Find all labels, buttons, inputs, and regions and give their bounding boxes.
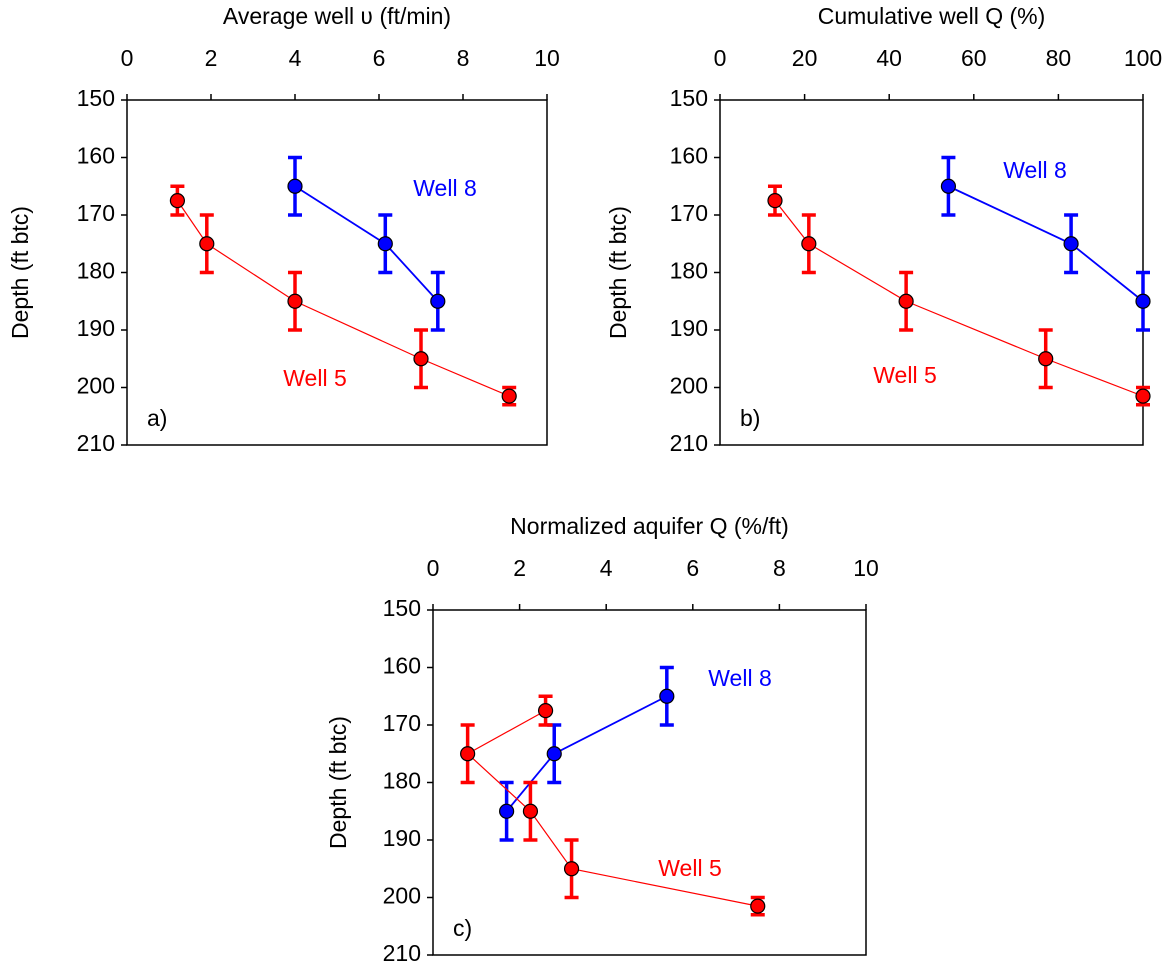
x-tick-label: 6: [373, 45, 386, 71]
data-point: [750, 898, 766, 914]
x-axis-title: Average well ʋ (ft/min): [223, 3, 451, 29]
data-point: [563, 861, 580, 877]
x-tick-label: 10: [853, 555, 879, 581]
data-point: [460, 746, 476, 762]
y-tick-label: 170: [77, 200, 115, 226]
x-tick-label: 10: [534, 45, 560, 71]
data-point: [898, 293, 914, 309]
y-tick-label: 150: [77, 85, 115, 111]
y-tick-label: 190: [670, 315, 708, 341]
data-point: [1135, 293, 1151, 309]
data-point: [767, 193, 783, 209]
y-tick-label: 190: [383, 825, 421, 851]
x-tick-label: 0: [427, 555, 440, 581]
series-label: Well 8: [1003, 157, 1067, 183]
data-point: [287, 178, 303, 194]
y-tick-label: 210: [670, 430, 708, 456]
panel-label: b): [740, 405, 760, 431]
series-line: [774, 200, 1144, 397]
y-tick-label: 200: [383, 883, 421, 909]
data-point: [413, 351, 429, 367]
series-label: Well 8: [708, 665, 772, 691]
data-point: [287, 293, 303, 309]
y-tick-label: 170: [670, 200, 708, 226]
plot-frame: [719, 99, 1144, 446]
y-tick-label: 160: [383, 653, 421, 679]
data-point: [801, 236, 817, 252]
y-tick-label: 210: [77, 430, 115, 456]
y-tick-label: 160: [670, 143, 708, 169]
data-point: [1063, 236, 1079, 252]
data-point: [377, 236, 393, 252]
data-point: [537, 703, 554, 719]
series-label: Well 8: [413, 175, 477, 201]
plot-frame: [432, 609, 867, 956]
x-tick-label: 20: [792, 45, 818, 71]
data-point: [522, 803, 539, 819]
y-tick-label: 180: [670, 258, 708, 284]
x-tick-label: 2: [205, 45, 218, 71]
series-label: Well 5: [873, 362, 937, 388]
y-tick-label: 210: [383, 940, 421, 966]
series-line: [948, 185, 1144, 302]
data-point: [430, 293, 446, 309]
panel-label: a): [147, 405, 167, 431]
y-tick-label: 170: [383, 710, 421, 736]
y-tick-label: 150: [670, 85, 708, 111]
plot-frame: [126, 99, 548, 446]
x-tick-label: 0: [714, 45, 727, 71]
data-point: [1038, 351, 1054, 367]
y-tick-label: 180: [383, 768, 421, 794]
x-tick-label: 6: [686, 555, 699, 581]
data-point: [659, 688, 675, 704]
x-tick-label: 80: [1046, 45, 1072, 71]
data-point: [940, 178, 957, 194]
x-tick-label: 60: [961, 45, 987, 71]
y-axis-title: Depth (ft btc): [325, 716, 351, 849]
data-point: [169, 193, 185, 209]
series-label: Well 5: [658, 855, 722, 881]
data-point: [546, 746, 562, 762]
y-axis-title: Depth (ft btc): [7, 206, 33, 339]
y-tick-label: 200: [77, 373, 115, 399]
y-tick-label: 150: [383, 595, 421, 621]
x-tick-label: 4: [600, 555, 613, 581]
y-tick-label: 160: [77, 143, 115, 169]
data-point: [199, 236, 215, 252]
data-point: [501, 388, 517, 404]
x-tick-label: 8: [457, 45, 470, 71]
data-point: [499, 803, 515, 819]
x-tick-label: 100: [1124, 45, 1162, 71]
x-axis-title: Cumulative well Q (%): [818, 3, 1046, 29]
x-axis-title: Normalized aquifer Q (%/ft): [510, 513, 789, 539]
x-tick-label: 4: [289, 45, 302, 71]
data-point: [1135, 388, 1151, 404]
y-tick-label: 200: [670, 373, 708, 399]
series-line: [294, 185, 439, 302]
y-tick-label: 190: [77, 315, 115, 341]
x-tick-label: 0: [121, 45, 134, 71]
series-label: Well 5: [283, 365, 347, 391]
panel-label: c): [453, 915, 472, 941]
y-axis-title: Depth (ft btc): [605, 206, 631, 339]
x-tick-label: 2: [513, 555, 526, 581]
x-tick-label: 40: [876, 45, 902, 71]
x-tick-label: 8: [773, 555, 786, 581]
y-tick-label: 180: [77, 258, 115, 284]
